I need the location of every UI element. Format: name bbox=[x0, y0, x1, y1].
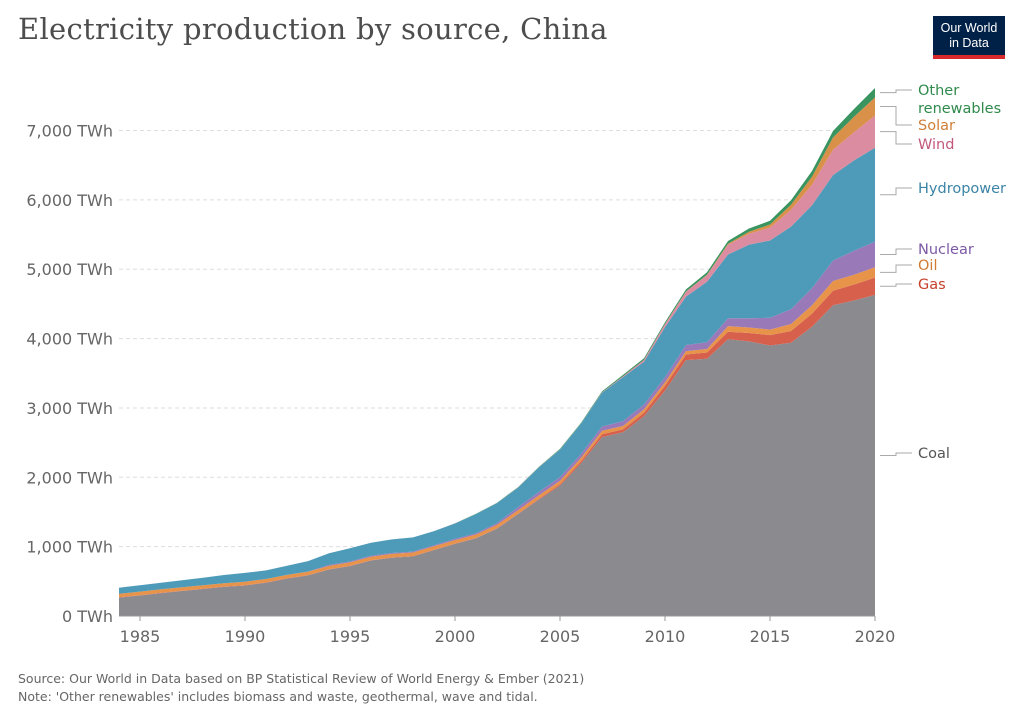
legend-label: Coal bbox=[918, 446, 950, 462]
legend-connector bbox=[880, 283, 912, 287]
legend-connector bbox=[880, 264, 912, 273]
axes: 1985 1990 1995 2000 2005 2010 2015 2020 bbox=[119, 615, 896, 646]
legend-connector bbox=[880, 187, 912, 196]
y-tick-label: 3,000 TWh bbox=[26, 399, 113, 418]
chart-title: Electricity production by source, China bbox=[18, 12, 608, 46]
legend-item-gas: Gas bbox=[880, 277, 946, 293]
x-tick-label: 1995 bbox=[330, 627, 371, 646]
legend-item-hydropower: Hydropower bbox=[880, 181, 1006, 197]
x-tick-label: 1990 bbox=[225, 627, 266, 646]
area-gas bbox=[119, 277, 875, 598]
y-tick-label: 4,000 TWh bbox=[26, 330, 113, 349]
area-nuclear bbox=[119, 241, 875, 594]
legend-label: Nuclear bbox=[918, 242, 974, 258]
x-tick-label: 2020 bbox=[855, 627, 896, 646]
legend-item-oil: Oil bbox=[880, 258, 937, 274]
legend-label: Hydropower bbox=[918, 181, 1006, 197]
x-tick-label: 2005 bbox=[540, 627, 581, 646]
legend-label: Wind bbox=[918, 137, 954, 153]
stacked-areas bbox=[119, 88, 875, 616]
legend-item-nuclear: Nuclear bbox=[880, 242, 974, 258]
owid-logo[interactable]: Our World in Data bbox=[933, 16, 1005, 59]
x-tick-label: 2010 bbox=[645, 627, 686, 646]
logo-line-2: in Data bbox=[949, 36, 989, 50]
x-tick-label: 2000 bbox=[435, 627, 476, 646]
legend-item-solar: Solar bbox=[880, 105, 955, 134]
area-coal bbox=[119, 294, 875, 616]
x-tick-label: 1985 bbox=[120, 627, 161, 646]
legend-label: Oil bbox=[918, 258, 937, 274]
legend-label: Solar bbox=[918, 118, 955, 134]
legend-connector bbox=[880, 452, 912, 456]
footnote: Note: 'Other renewables' includes biomas… bbox=[18, 689, 538, 704]
y-tick-label: 6,000 TWh bbox=[26, 191, 113, 210]
legend-connector bbox=[880, 131, 912, 145]
legend-item-other-renewables: Other renewables bbox=[880, 83, 1001, 117]
legend-item-coal: Coal bbox=[880, 446, 950, 462]
legend-label: renewables bbox=[918, 101, 1001, 117]
legend-connector bbox=[880, 248, 912, 255]
legend-label: Gas bbox=[918, 277, 946, 293]
y-tick-label: 7,000 TWh bbox=[26, 122, 113, 141]
source-note: Source: Our World in Data based on BP St… bbox=[18, 671, 585, 686]
legend-connector bbox=[880, 89, 912, 94]
x-tick-label: 2015 bbox=[750, 627, 791, 646]
y-tick-label: 5,000 TWh bbox=[26, 260, 113, 279]
y-tick-label: 2,000 TWh bbox=[26, 468, 113, 487]
legend-item-wind: Wind bbox=[880, 131, 954, 153]
y-tick-label: 0 TWh bbox=[62, 607, 113, 626]
y-tick-label: 1,000 TWh bbox=[26, 538, 113, 557]
logo-line-1: Our World bbox=[940, 21, 998, 35]
legend-label: Other bbox=[918, 83, 959, 99]
legend-connector bbox=[880, 105, 912, 126]
area-hydropower bbox=[119, 147, 875, 594]
